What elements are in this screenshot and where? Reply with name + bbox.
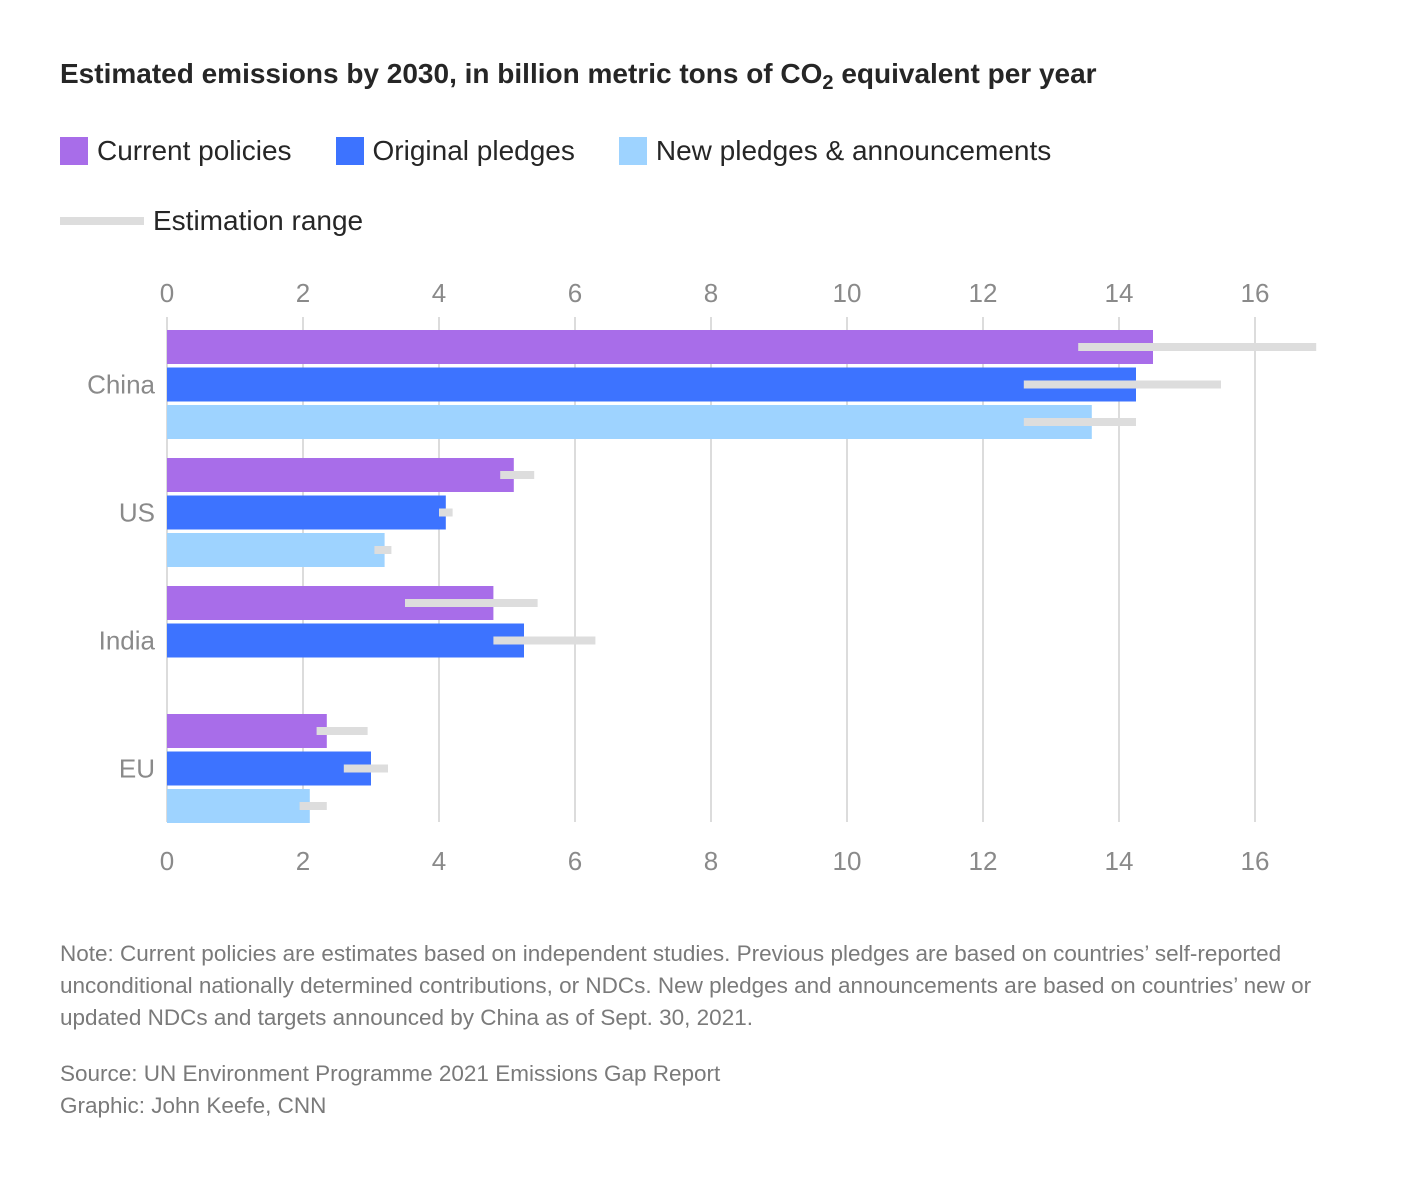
x-tick-label-top: 16 — [1241, 278, 1270, 308]
bar-chart: 0 0 2 2 4 4 6 6 8 8 10 10 12 12 14 14 16 16 China US India EU — [87, 278, 1317, 876]
x-tick-label-top: 8 — [704, 278, 718, 308]
legend-item-original: Original pledges — [335, 135, 575, 167]
title-suffix: equivalent per year — [833, 58, 1097, 89]
range-original — [493, 636, 596, 645]
x-tick-label-bottom: 2 — [296, 846, 310, 876]
bar-original — [167, 495, 446, 530]
legend-item-current: Current policies — [60, 135, 292, 167]
bar-current — [167, 458, 514, 492]
x-tick-label-bottom: 4 — [432, 846, 446, 876]
range-current — [405, 599, 538, 607]
range-new — [299, 802, 327, 810]
category-label: India — [99, 626, 156, 656]
legend-item-new: New pledges & announcements — [618, 135, 1052, 167]
range-original — [1023, 380, 1221, 389]
x-tick-label-bottom: 16 — [1241, 846, 1270, 876]
range-original — [439, 508, 453, 517]
bar-new — [167, 533, 385, 567]
legend-swatch-new — [618, 137, 647, 165]
range-new — [374, 546, 392, 554]
x-tick-label-bottom: 0 — [160, 846, 174, 876]
legend: Current policies Original pledges New pl… — [60, 135, 1095, 167]
x-tick-label-bottom: 8 — [704, 846, 718, 876]
range-current — [500, 471, 535, 479]
bar-original — [167, 367, 1136, 402]
range-original — [343, 764, 388, 773]
graphic-credit: Graphic: John Keefe, CNN — [60, 1093, 327, 1118]
chart-title: Estimated emissions by 2030, in billion … — [60, 58, 1097, 93]
range-current — [316, 727, 368, 735]
x-tick-label-top: 6 — [568, 278, 582, 308]
x-tick-label-top: 0 — [160, 278, 174, 308]
category-label: China — [87, 370, 155, 400]
x-tick-label-top: 2 — [296, 278, 310, 308]
x-tick-label-top: 10 — [833, 278, 862, 308]
legend-range-row: Estimation range — [60, 205, 363, 237]
bar-new — [167, 405, 1092, 439]
x-tick-label-top: 4 — [432, 278, 446, 308]
bar-current — [167, 330, 1153, 364]
legend-label-original: Original pledges — [372, 135, 575, 166]
x-tick-label-top: 12 — [969, 278, 998, 308]
x-tick-label-top: 14 — [1105, 278, 1134, 308]
source-line: Source: UN Environment Programme 2021 Em… — [60, 1061, 721, 1086]
bar-current — [167, 714, 327, 748]
legend-label-range: Estimation range — [153, 205, 364, 236]
category-label: US — [119, 498, 155, 528]
x-tick-label-bottom: 12 — [969, 846, 998, 876]
chart-note: Note: Current policies are estimates bas… — [60, 941, 1312, 1030]
bar-new — [167, 789, 310, 823]
title-main: Estimated emissions by 2030, in billion … — [60, 58, 823, 89]
legend-swatch-current — [60, 137, 88, 165]
bar-original — [167, 751, 371, 786]
x-tick-label-bottom: 10 — [833, 846, 862, 876]
legend-label-current: Current policies — [97, 135, 292, 166]
category-label: EU — [119, 754, 155, 784]
x-tick-label-bottom: 14 — [1105, 846, 1134, 876]
legend-swatch-original — [335, 137, 364, 165]
legend-swatch-range — [60, 217, 144, 225]
title-subscript: 2 — [822, 72, 834, 94]
bar-original — [167, 623, 524, 658]
x-tick-label-bottom: 6 — [568, 846, 582, 876]
range-new — [1023, 418, 1136, 426]
chart-source: Source: UN Environment Programme 2021 Em… — [60, 1058, 720, 1122]
legend-label-new: New pledges & announcements — [655, 135, 1052, 166]
range-current — [1078, 343, 1317, 351]
